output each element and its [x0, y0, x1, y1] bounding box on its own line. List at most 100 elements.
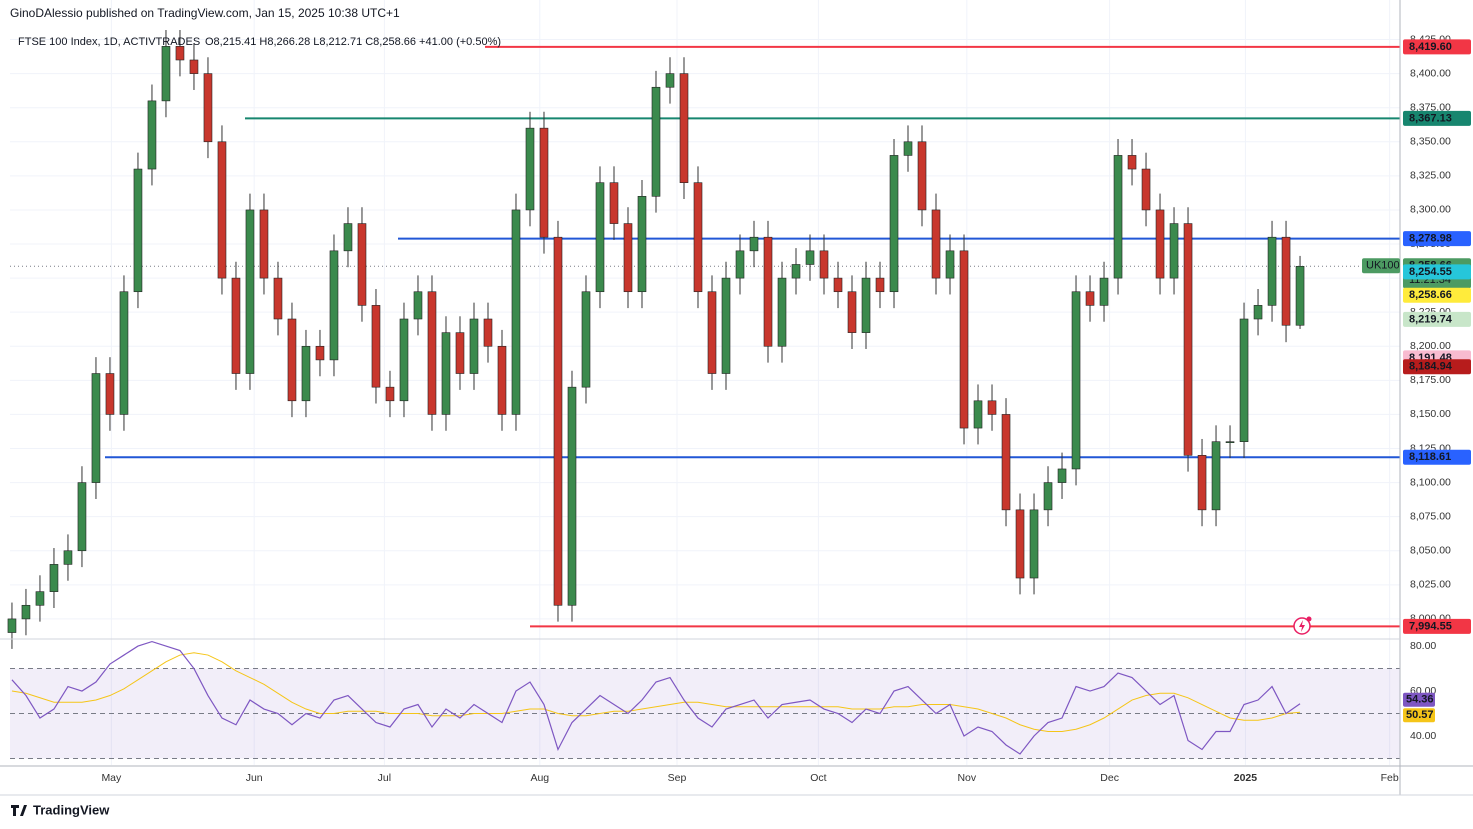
candle-body	[469, 318, 479, 374]
candle-body	[651, 86, 661, 197]
candle-body	[1029, 509, 1039, 579]
y-tick-label: 8,050.00	[1410, 545, 1451, 557]
y-tick-label: 8,375.00	[1410, 101, 1451, 113]
candle-body	[1197, 455, 1207, 511]
candle-body	[21, 604, 31, 620]
candle-body	[203, 73, 213, 143]
candle-body	[77, 482, 87, 552]
candle-body	[833, 277, 843, 293]
symbol: FTSE 100 Index, 1D, ACTIVTRADES	[18, 36, 200, 48]
rsi-line	[11, 640, 1301, 755]
candle-body	[1141, 168, 1151, 211]
price-tag	[1403, 39, 1471, 55]
candle-body	[105, 373, 115, 415]
y-tick-label: 8,175.00	[1410, 374, 1451, 386]
candle-body	[7, 618, 17, 633]
candle-body	[91, 373, 101, 483]
candle-body	[1183, 223, 1193, 456]
price-tag-label: 8,254.55	[1409, 266, 1452, 278]
axis-labels: May Jun Jul Aug Sep Oct Nov Dec 2025 Feb8,000.008…	[101, 33, 1471, 784]
alert-icon	[1293, 616, 1312, 635]
x-tick-label: Feb	[1381, 772, 1399, 784]
brand: TradingView	[33, 802, 110, 817]
rsi-tick-label: 80.00	[1410, 640, 1436, 652]
price-tag	[1403, 449, 1471, 465]
candle-body	[525, 127, 535, 211]
price-tag	[1403, 311, 1471, 327]
price-tag-label: 7,994.55	[1409, 620, 1452, 632]
candle-body	[791, 264, 801, 279]
candle-body	[889, 155, 899, 293]
candle-body	[665, 73, 675, 88]
y-tick-label: 8,325.00	[1410, 170, 1451, 182]
y-tick-label: 8,400.00	[1410, 67, 1451, 79]
x-tick-label: Nov	[957, 772, 976, 784]
price-tag	[1403, 359, 1471, 375]
price-tag-label: 8,419.60	[1409, 41, 1452, 53]
candle-body	[1211, 441, 1221, 511]
candle-body	[287, 318, 297, 402]
candle-body	[343, 223, 353, 252]
x-tick-label: Dec	[1100, 772, 1119, 784]
candle-body	[1169, 223, 1179, 279]
candle-body	[385, 386, 395, 402]
grid	[10, 0, 1400, 765]
candle-body	[189, 59, 199, 74]
marks	[7, 29, 1400, 755]
tv-logo	[11, 805, 27, 816]
y-tick-label: 8,100.00	[1410, 476, 1451, 488]
rsi-tag-label: 50.57	[1406, 709, 1434, 721]
x-tick-label: Aug	[530, 772, 549, 784]
candle-body	[721, 277, 731, 374]
candle-body	[595, 182, 605, 293]
candle-body	[707, 291, 717, 374]
candle-body	[315, 345, 325, 361]
candle-body	[1155, 209, 1165, 279]
candle-body	[945, 250, 955, 279]
candle-body	[1085, 291, 1095, 306]
candle-body	[1113, 155, 1123, 279]
candle-body	[903, 141, 913, 156]
candle-body	[777, 277, 787, 347]
candle-body	[399, 318, 409, 402]
candle-body	[301, 345, 311, 402]
candle-body	[917, 141, 927, 211]
candle-body	[819, 250, 829, 279]
candle-body	[1127, 155, 1137, 170]
candle-body	[805, 250, 815, 265]
candle-body	[1015, 509, 1025, 579]
candle-body	[1253, 305, 1263, 320]
candle-body	[147, 100, 157, 170]
symbol-tag-label: UK100	[1366, 260, 1400, 272]
candle-body	[735, 250, 745, 279]
candle-body	[371, 305, 381, 388]
rsi-tag	[1403, 708, 1435, 723]
candle-body	[847, 291, 857, 333]
candle-body	[987, 400, 997, 415]
y-tick-label: 8,350.00	[1410, 136, 1451, 148]
candle-body	[861, 277, 871, 333]
candle-body	[1225, 441, 1235, 443]
candle-body	[175, 46, 185, 61]
candle-body	[497, 345, 507, 415]
price-tag-label: 8,278.98	[1409, 233, 1452, 245]
candle-body	[161, 46, 171, 102]
candle-body	[1057, 468, 1067, 483]
candle-body	[1099, 277, 1109, 306]
candle-body	[567, 386, 577, 606]
ohlc: O8,215.41 H8,266.28 L8,212.71 C8,258.66 …	[205, 36, 501, 48]
x-tick-label: Sep	[668, 772, 687, 784]
price-tag	[1403, 264, 1471, 280]
candle-body	[959, 250, 969, 429]
candle-body	[63, 550, 73, 565]
candle-body	[259, 209, 269, 279]
candle-body	[931, 209, 941, 279]
candle-body	[133, 168, 143, 293]
x-tick-label: May	[101, 772, 122, 784]
price-tag-label: 8,367.13	[1409, 112, 1452, 124]
candle-body	[539, 127, 549, 238]
candle-body	[609, 182, 619, 224]
candle-body	[427, 291, 437, 415]
y-tick-label: 8,300.00	[1410, 204, 1451, 216]
